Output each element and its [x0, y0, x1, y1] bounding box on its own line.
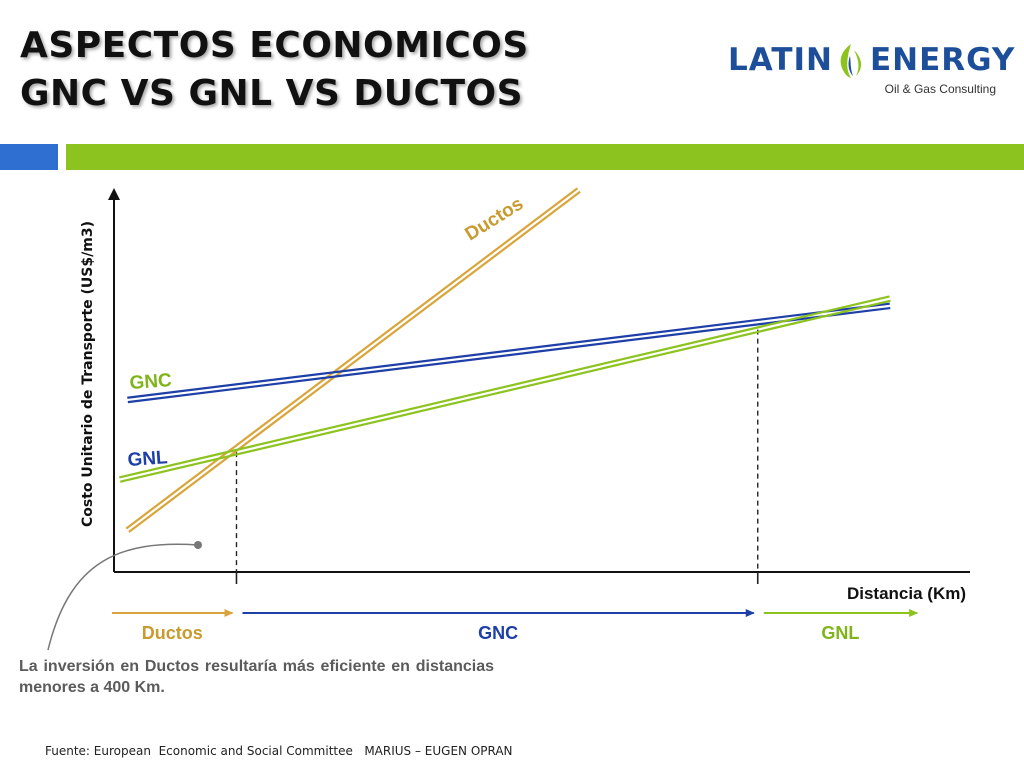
series-lines	[119, 187, 891, 533]
header-band-blue	[0, 144, 58, 170]
range-label-ductos: Ductos	[142, 623, 203, 643]
series-line-gnc-b	[120, 299, 891, 483]
slide-title: ASPECTOS ECONOMICOS GNC VS GNL VS DUCTOS	[20, 22, 529, 118]
series-line-gnl-b	[127, 306, 891, 404]
range-label-gnc: GNC	[478, 623, 518, 643]
series-line-ductos-a	[125, 187, 579, 530]
note-callout-dot	[194, 541, 202, 549]
slide-title-line2: GNC VS GNL VS DUCTOS	[20, 73, 524, 114]
crossover-markers	[235, 329, 759, 584]
y-axis-label: Costo Unitario de Transporte (US$/m3)	[80, 221, 96, 527]
logo-text-latin: LATIN	[728, 42, 833, 78]
latin-energy-logo: LATIN ENERGY Oil & Gas Consulting	[724, 40, 1014, 102]
series-line-gnc-a	[119, 295, 890, 479]
range-arrows: Ductos GNC GNL	[112, 609, 919, 643]
flame-icon	[840, 44, 862, 78]
header-band-green	[66, 144, 1024, 170]
source-text: Fuente: European Economic and Social Com…	[45, 744, 513, 758]
logo-text-energy: ENERGY	[870, 42, 1016, 78]
series-label-ductos: Ductos	[462, 193, 528, 245]
range-label-gnl: GNL	[821, 623, 859, 643]
note-text: La inversión en Ductos resultaría más ef…	[19, 658, 494, 696]
y-axis-arrow	[108, 188, 120, 200]
logo-subtitle: Oil & Gas Consulting	[884, 82, 996, 96]
x-axis-label: Distancia (Km)	[847, 584, 966, 603]
series-label-gnl: GNC	[129, 370, 173, 394]
series-line-gnl-a	[127, 302, 890, 399]
note-callout-line	[47, 543, 199, 651]
series-line-ductos-b	[128, 190, 581, 533]
series-label-gnc: GNL	[127, 447, 169, 471]
slide-title-line1: ASPECTOS ECONOMICOS	[20, 25, 529, 66]
